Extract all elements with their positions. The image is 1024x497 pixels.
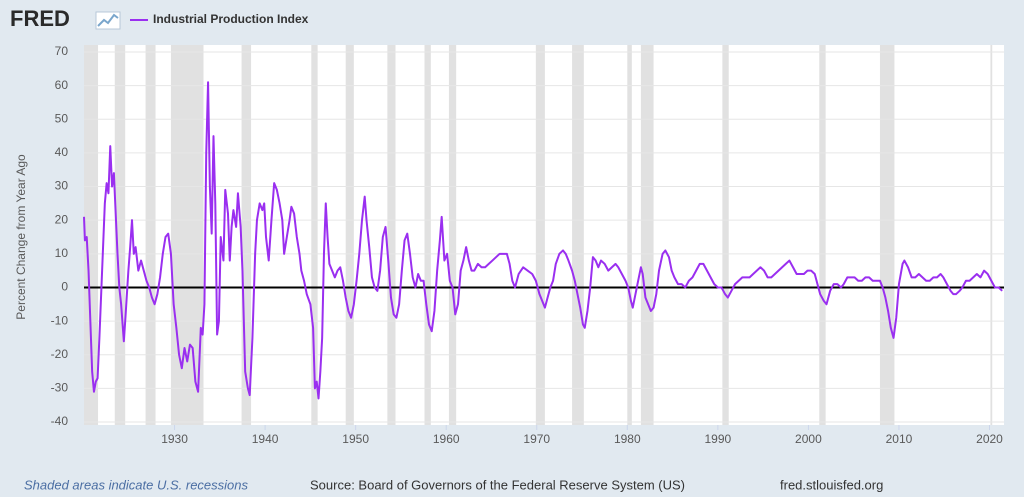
- recession-band: [311, 45, 318, 425]
- y-axis-label: Percent Change from Year Ago: [14, 154, 28, 320]
- site: fred.stlouisfed.org: [780, 477, 883, 492]
- y-tick-label: 0: [61, 280, 68, 294]
- recession-note: Shaded areas indicate U.S. recessions: [24, 477, 249, 492]
- recession-band: [84, 45, 99, 425]
- recession-band: [535, 45, 545, 425]
- logo-icon: [95, 11, 121, 30]
- y-tick-label: -40: [51, 414, 69, 428]
- series-line: [83, 81, 1003, 400]
- x-tick-label: 1940: [252, 432, 279, 446]
- y-tick-label: 40: [55, 145, 69, 159]
- x-tick-label: 1990: [705, 432, 732, 446]
- source: Source: Board of Governors of the Federa…: [310, 477, 685, 492]
- x-tick-label: 1950: [342, 432, 369, 446]
- y-tick-label: -20: [51, 347, 69, 361]
- recession-band: [424, 45, 431, 425]
- y-tick-label: -30: [51, 381, 69, 395]
- recession-band: [241, 45, 252, 425]
- recession-band: [114, 45, 126, 425]
- y-tick-label: 70: [55, 44, 69, 58]
- x-tick-label: 2010: [886, 432, 913, 446]
- recession-band: [145, 45, 156, 425]
- recession-band: [627, 45, 632, 425]
- recession-band: [640, 45, 654, 425]
- x-tick-label: 1980: [614, 432, 641, 446]
- y-tick-label: 10: [55, 246, 69, 260]
- x-tick-label: 1970: [523, 432, 550, 446]
- legend-label: Industrial Production Index: [153, 12, 309, 26]
- x-tick-label: 2000: [795, 432, 822, 446]
- x-tick-label: 1930: [161, 432, 188, 446]
- recession-band: [387, 45, 396, 425]
- recession-band: [879, 45, 895, 425]
- recession-band: [722, 45, 729, 425]
- y-tick-label: 60: [55, 78, 69, 92]
- x-tick-label: 2020: [976, 432, 1003, 446]
- recession-band: [990, 45, 993, 425]
- recession-band: [448, 45, 457, 425]
- x-tick-label: 1960: [433, 432, 460, 446]
- y-tick-label: 30: [55, 179, 69, 193]
- logo: FRED: [10, 6, 70, 31]
- y-tick-label: -10: [51, 313, 69, 327]
- recession-band: [345, 45, 354, 425]
- y-tick-label: 50: [55, 111, 69, 125]
- recession-band: [572, 45, 584, 425]
- recession-band: [819, 45, 826, 425]
- y-tick-label: 20: [55, 212, 69, 226]
